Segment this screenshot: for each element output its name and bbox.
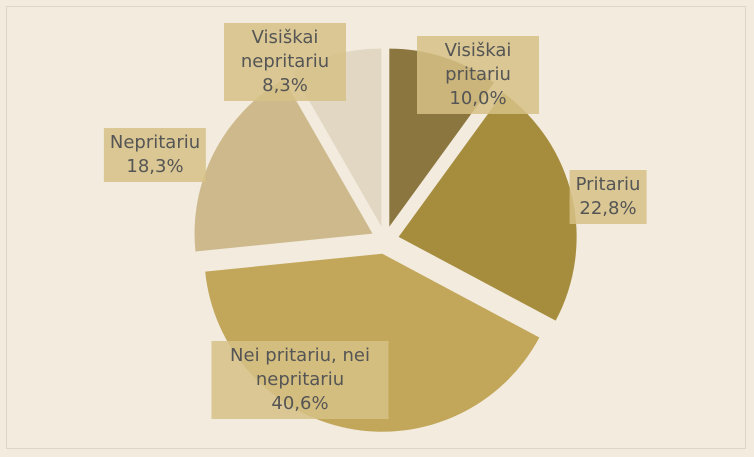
data-label: Visiškai nepritariu 8,3% [224, 23, 346, 101]
value-label: 22,8% [579, 198, 637, 219]
category-label: Nei pritariu, nei nepritariu [230, 345, 370, 390]
value-label: 10,0% [449, 88, 507, 109]
plot-frame [6, 6, 746, 449]
data-label: Nei pritariu, nei nepritariu 40,6% [211, 341, 389, 419]
category-label: Visiškai nepritariu [240, 27, 330, 72]
category-label: Nepritariu [109, 132, 201, 153]
pie-slice [194, 79, 373, 252]
data-label: Nepritariu 18,3% [103, 128, 207, 182]
category-label: Pritariu [575, 174, 641, 195]
value-label: 8,3% [262, 75, 308, 96]
category-label: Visiškai pritariu [444, 40, 512, 85]
data-label: Visiškai pritariu 10,0% [417, 36, 539, 114]
pie-slice [398, 92, 577, 321]
data-label: Pritariu 22,8% [569, 170, 647, 224]
value-label: 18,3% [126, 156, 184, 177]
value-label: 40,6% [271, 393, 329, 414]
